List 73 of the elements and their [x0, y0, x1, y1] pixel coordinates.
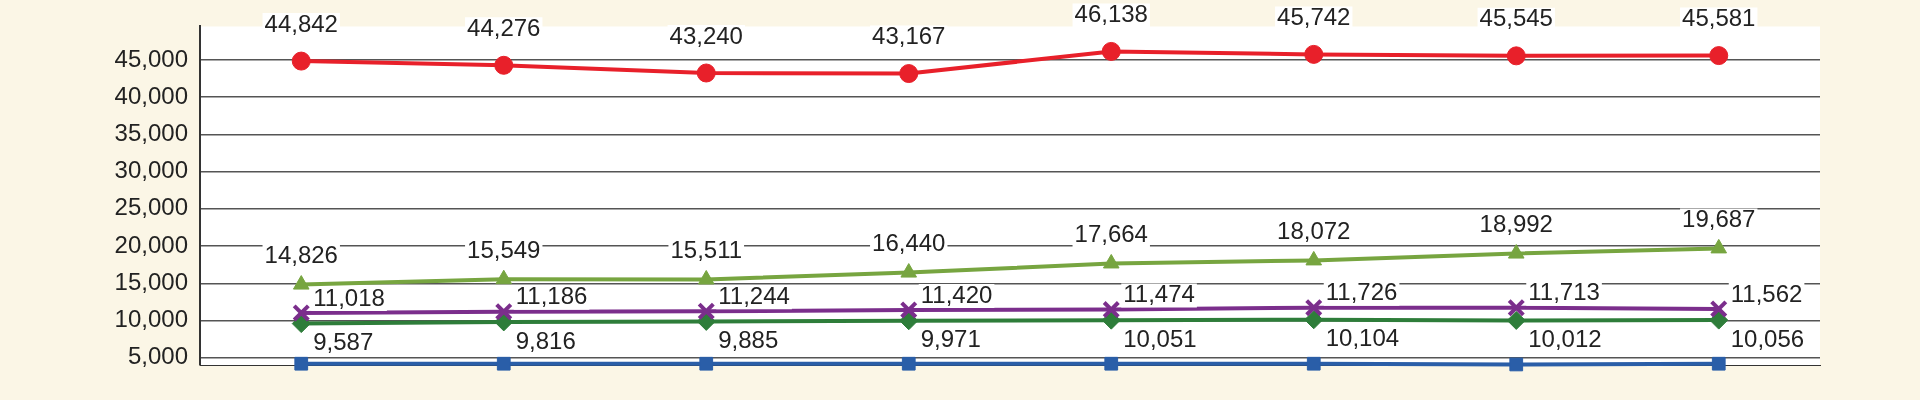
- data-label: 11,726: [1325, 278, 1398, 306]
- data-label: 11,474: [1123, 280, 1195, 308]
- data-label: 15,511: [670, 236, 743, 264]
- y-tick-label: 45,000: [114, 44, 188, 72]
- point: [1507, 298, 1526, 317]
- point: [696, 63, 716, 83]
- data-label: 11,562: [1730, 279, 1803, 307]
- point: [1709, 46, 1729, 66]
- data-label: 9,816: [515, 326, 576, 354]
- point: [697, 302, 716, 321]
- data-label: 45,581: [1682, 4, 1756, 32]
- point: [1506, 46, 1526, 66]
- point: [1101, 41, 1121, 61]
- data-label: 45,545: [1479, 4, 1553, 32]
- point: [901, 356, 916, 371]
- point: [899, 64, 919, 84]
- y-tick-label: 40,000: [114, 81, 188, 109]
- point: [1507, 244, 1525, 259]
- point: [1711, 356, 1726, 371]
- point: [495, 269, 513, 285]
- point: [699, 356, 714, 371]
- point: [1304, 310, 1324, 330]
- point: [292, 275, 310, 290]
- data-label: 11,420: [920, 280, 993, 308]
- y-tick-label: 10,000: [114, 305, 188, 333]
- point: [1306, 356, 1321, 371]
- point: [1709, 299, 1728, 318]
- point: [1102, 300, 1121, 319]
- data-label: 15,549: [467, 235, 541, 263]
- data-label: 44,842: [264, 9, 338, 37]
- data-label: 16,440: [872, 229, 946, 257]
- data-label: 10,056: [1730, 324, 1805, 352]
- y-tick-label: 35,000: [114, 118, 188, 146]
- data-label: 11,244: [718, 281, 790, 309]
- point: [494, 55, 514, 75]
- y-tick-label: 30,000: [114, 156, 188, 184]
- data-label: 10,051: [1123, 324, 1197, 352]
- data-label: 9,885: [718, 326, 779, 353]
- data-label: 46,138: [1074, 0, 1148, 28]
- data-label: 17,664: [1074, 220, 1148, 248]
- data-label: 9,587: [313, 328, 374, 356]
- point: [1104, 356, 1119, 371]
- data-label: 14,826: [264, 241, 338, 269]
- y-tick-label: 15,000: [114, 267, 188, 295]
- data-label: 44,276: [467, 13, 541, 41]
- point: [1304, 44, 1324, 64]
- data-label: 45,742: [1277, 3, 1351, 31]
- point: [900, 263, 918, 278]
- point: [291, 314, 311, 334]
- data-label: 19,687: [1682, 205, 1756, 233]
- point: [294, 356, 309, 371]
- point: [1509, 357, 1524, 372]
- data-label: 11,713: [1528, 278, 1600, 306]
- data-label: 43,167: [872, 22, 946, 50]
- y-tick-label: 5,000: [127, 342, 188, 370]
- point: [1709, 310, 1729, 330]
- point: [291, 51, 311, 71]
- data-label: 10,012: [1528, 325, 1602, 353]
- data-label: 18,072: [1277, 217, 1351, 245]
- data-label: 11,018: [313, 283, 385, 311]
- data-label: 9,971: [920, 325, 981, 353]
- point: [899, 300, 918, 320]
- y-tick-label: 25,000: [114, 193, 188, 221]
- point: [292, 303, 311, 323]
- point: [1304, 298, 1323, 317]
- point: [496, 356, 511, 371]
- point: [494, 302, 513, 321]
- data-label: 11,186: [515, 282, 588, 310]
- data-label: 10,104: [1325, 324, 1400, 352]
- data-label: 43,240: [669, 21, 743, 49]
- data-label: 18,992: [1479, 210, 1553, 238]
- point: [1506, 310, 1526, 330]
- y-tick-label: 20,000: [114, 230, 188, 258]
